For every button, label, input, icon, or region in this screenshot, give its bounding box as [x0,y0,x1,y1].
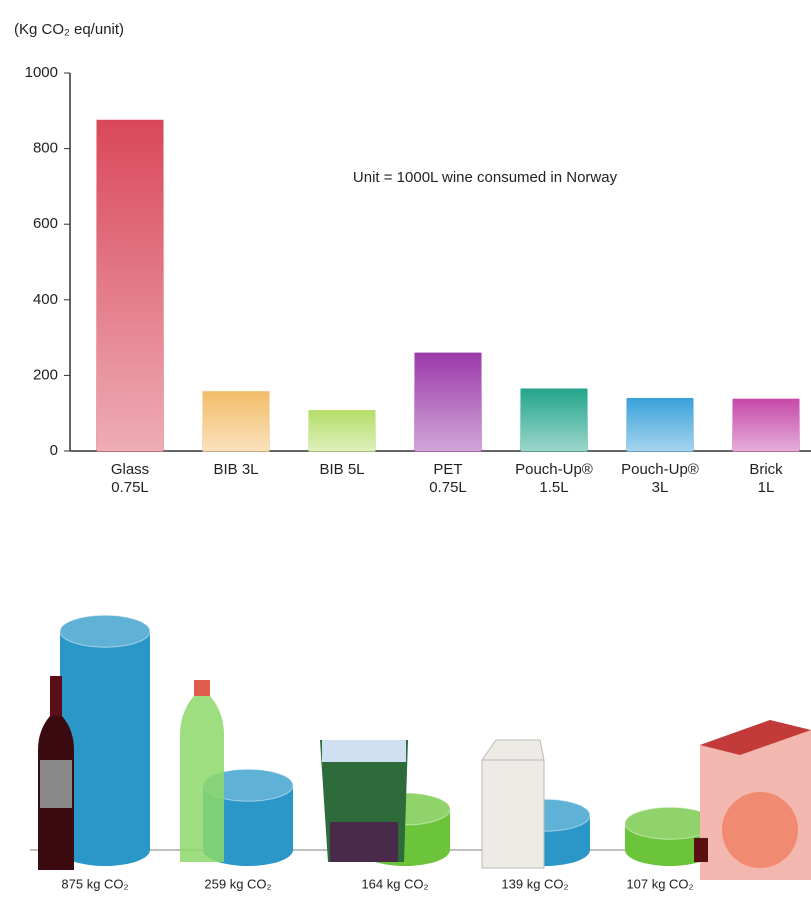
value-label: 259 kg CO₂ [204,876,271,891]
bar-shade [309,410,375,451]
y-axis-label: (Kg CO₂ eq/unit) [14,21,124,38]
cylinder-top-highlight [60,615,150,648]
bar-shade [415,353,481,451]
y-tick-label: 600 [33,215,58,232]
value-label: 139 kg CO₂ [501,876,568,891]
pouch [320,740,408,862]
x-tick-label: Brick 1L [749,461,783,496]
wine-bottle [38,676,74,870]
x-tick-label: Pouch-Up® 1.5L [515,461,593,496]
cylinder-top-highlight [203,769,293,802]
x-tick-label: BIB 5L [319,461,364,478]
value-label: 875 kg CO₂ [61,876,128,891]
carton [481,739,545,869]
cylinder-body [203,785,293,866]
x-tick-label: BIB 3L [213,461,258,478]
bag-in-box [694,720,811,880]
y-tick-label: 800 [33,140,58,157]
cylinder-top [59,614,151,648]
bar-shade [733,399,799,451]
bar-shade [97,120,163,451]
cylinder-body [60,631,150,866]
y-tick-label: 1000 [25,64,58,81]
cylinder-top-highlight [625,807,715,840]
x-tick-label: Glass 0.75L [111,461,149,496]
bar-shade [203,391,269,451]
annotation: Unit = 1000L wine consumed in Norway [353,169,618,186]
y-tick-label: 400 [33,291,58,308]
value-label: 164 kg CO₂ [361,876,428,891]
product-illustrations [38,676,811,880]
y-tick-label: 0 [50,442,58,459]
bar-shade [521,389,587,451]
y-tick-label: 200 [33,366,58,383]
x-tick-label: Pouch-Up® 3L [621,461,699,496]
x-tick-label: PET 0.75L [429,461,467,496]
value-label: 107 kg CO₂ [626,876,693,891]
bar-shade [627,398,693,451]
pet-bottle [180,680,224,862]
